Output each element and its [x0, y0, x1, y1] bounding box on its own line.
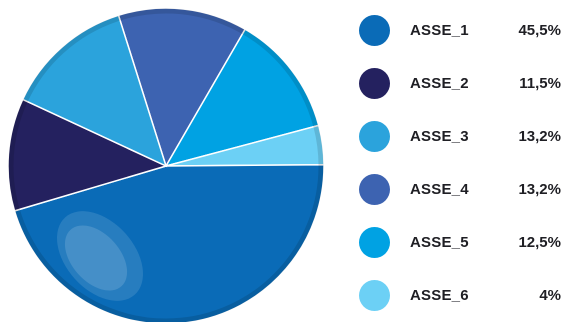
legend-label: ASSE_2 [410, 75, 469, 92]
legend-value: 45,5% [518, 22, 561, 39]
legend-label: ASSE_6 [410, 287, 469, 304]
pie-slice-asse-5 [164, 28, 320, 168]
pie-chart: ASSE_1 45,5% ASSE_2 11,5% ASSE_3 13,2% ASSE_4 1… [7, 7, 561, 322]
legend-item-asse-4: ASSE_4 13,2% [355, 174, 567, 205]
legend-value: 13,2% [518, 128, 561, 145]
legend-value: 4% [539, 287, 561, 304]
legend-label: ASSE_4 [410, 181, 469, 198]
legend-item-asse-6: ASSE_6 4% [355, 280, 567, 311]
pie-plot [7, 7, 325, 322]
pie-slice-asse-4 [117, 7, 247, 168]
legend-item-asse-5: ASSE_5 12,5% [355, 227, 567, 258]
legend-swatch [359, 15, 390, 46]
legend-item-asse-1: ASSE_1 45,5% [355, 15, 567, 46]
legend-value: 11,5% [519, 75, 561, 92]
legend-swatch [359, 227, 390, 258]
legend-label: ASSE_1 [410, 22, 469, 39]
pie-slice-asse-3 [21, 14, 168, 168]
legend-swatch [359, 68, 390, 99]
legend-item-asse-2: ASSE_2 11,5% [355, 68, 567, 99]
legend-label: ASSE_3 [410, 128, 469, 145]
legend-swatch [359, 121, 390, 152]
legend-item-asse-3: ASSE_3 13,2% [355, 121, 567, 152]
legend-value: 12,5% [518, 234, 561, 251]
legend-value: 13,2% [518, 181, 561, 198]
legend-label: ASSE_5 [410, 234, 469, 251]
legend-swatch [359, 280, 390, 311]
pie-rim [8, 8, 324, 322]
pie-slice-asse-1 [13, 163, 325, 322]
gloss-highlight-outer [56, 211, 144, 301]
gloss-highlight-inner [64, 225, 128, 291]
legend-swatch [359, 174, 390, 205]
pie-slice-asse-2 [7, 98, 169, 212]
legend: ASSE_1 45,5% ASSE_2 11,5% ASSE_3 13,2% ASSE_4 1… [355, 15, 567, 333]
